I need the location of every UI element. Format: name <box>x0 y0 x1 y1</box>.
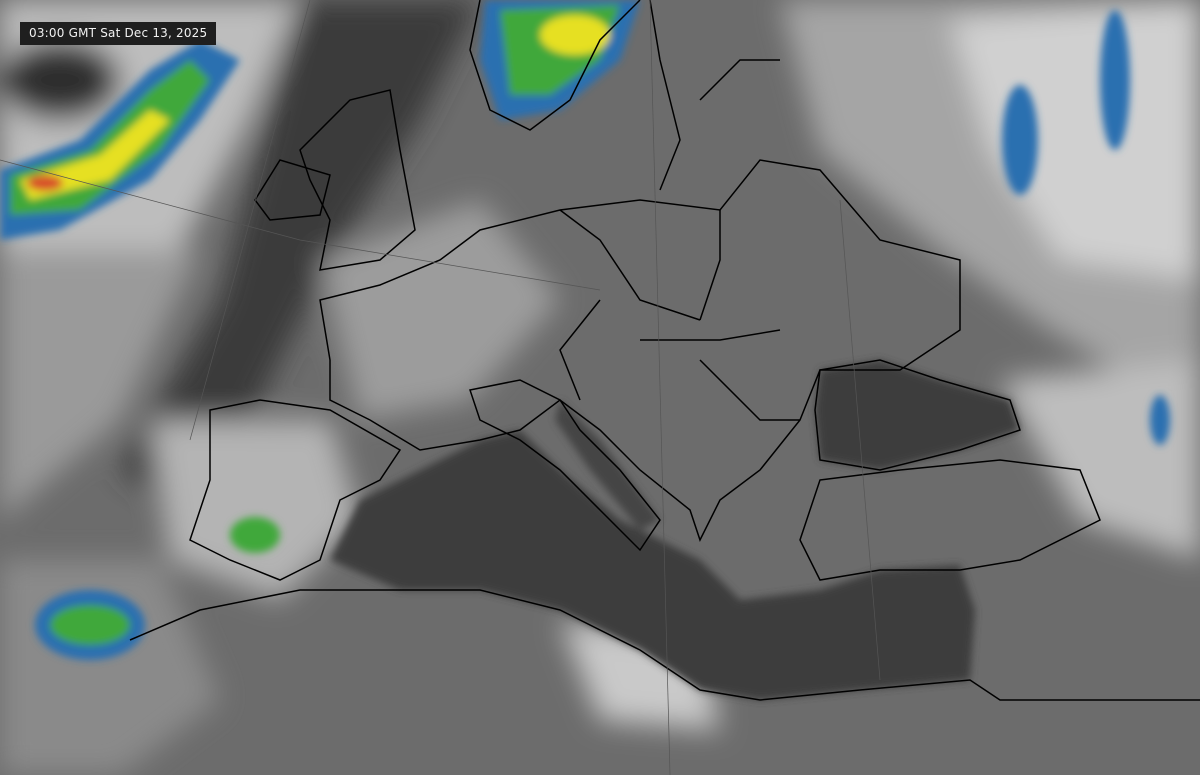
lat-lon-grid <box>0 0 881 775</box>
timestamp-label: 03:00 GMT Sat Dec 13, 2025 <box>20 22 217 45</box>
seas <box>330 360 1020 700</box>
borders-coastlines <box>129 0 1200 701</box>
